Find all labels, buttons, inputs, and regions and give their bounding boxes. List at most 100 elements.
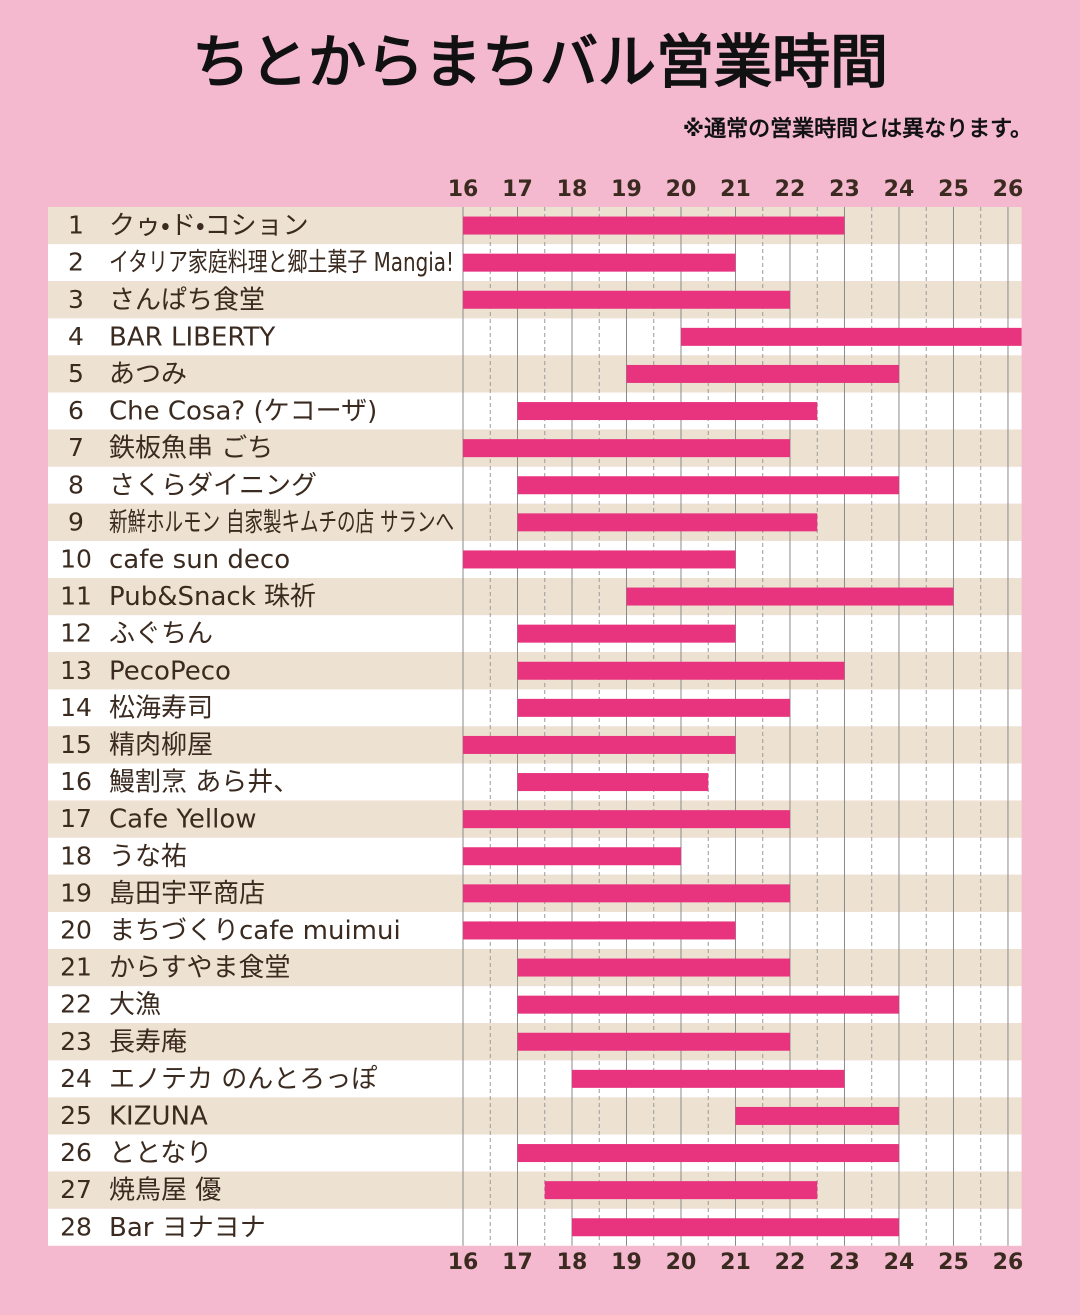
- bar: [517, 624, 736, 643]
- bar: [463, 439, 790, 458]
- row-name: さくらダイニング: [109, 471, 317, 501]
- row-name: 島田宇平商店: [109, 879, 265, 909]
- bar: [463, 810, 790, 829]
- row-name: 鰻割烹 あら井、: [109, 768, 299, 798]
- row-name: 焼鳥屋 優: [109, 1176, 221, 1206]
- row-name: 新鮮ホルモン 自家製キムチの店 サランへ: [109, 508, 454, 538]
- row-number: 15: [60, 730, 92, 759]
- row-name: まちづくりcafe muimui: [109, 916, 401, 946]
- bar: [544, 1181, 818, 1200]
- bar: [626, 364, 899, 383]
- bar: [517, 661, 845, 680]
- bar: [517, 513, 818, 532]
- x-tick-label: 18: [557, 177, 588, 202]
- x-tick-label: 17: [502, 1250, 533, 1275]
- x-tick-label: 19: [611, 1250, 642, 1275]
- chart-subtitle: ※通常の営業時間とは異なります。: [683, 116, 1032, 142]
- row-number: 10: [60, 544, 92, 573]
- x-tick-label: 23: [829, 177, 860, 202]
- x-tick-label: 22: [775, 177, 806, 202]
- row-name: あつみ: [109, 359, 187, 389]
- bar: [463, 847, 681, 866]
- row-number: 19: [60, 878, 92, 907]
- row-number: 28: [60, 1212, 92, 1241]
- row-number: 26: [60, 1138, 92, 1167]
- bar: [571, 1069, 845, 1088]
- row-number: 2: [68, 248, 84, 277]
- row-name: KIZUNA: [109, 1101, 208, 1131]
- row-name: 松海寿司: [109, 693, 213, 723]
- bars: [463, 216, 1022, 1237]
- bar: [517, 402, 818, 421]
- bar: [463, 216, 845, 235]
- bar: [517, 773, 709, 792]
- row-number: 7: [68, 433, 84, 462]
- bar: [517, 1144, 899, 1163]
- x-tick-label: 20: [666, 177, 697, 202]
- bar: [463, 921, 736, 940]
- x-tick-label: 18: [557, 1250, 588, 1275]
- x-tick-label: 21: [720, 1250, 751, 1275]
- row-number: 13: [60, 656, 92, 685]
- row-background: [48, 1060, 1022, 1098]
- row-name: 鉄板魚串 ごち: [109, 434, 273, 464]
- bar: [626, 587, 954, 606]
- row-number: 14: [60, 693, 92, 722]
- row-number: 1: [68, 211, 84, 240]
- chart-title: ちとからまちバル営業時間: [192, 28, 888, 96]
- x-tick-label: 16: [448, 1250, 479, 1275]
- row-name: ふぐちん: [109, 619, 213, 649]
- row-number: 25: [60, 1101, 92, 1130]
- row-name: 大漁: [109, 990, 161, 1020]
- row-name: クゥ・ド・コション: [109, 211, 309, 241]
- row-number: 22: [60, 990, 92, 1019]
- row-number: 5: [68, 359, 84, 388]
- row-number: 18: [60, 841, 92, 870]
- x-tick-label: 26: [993, 1250, 1024, 1275]
- x-tick-label: 25: [938, 177, 969, 202]
- row-number: 24: [60, 1064, 92, 1093]
- bar: [517, 476, 899, 495]
- x-tick-label: 23: [829, 1250, 860, 1275]
- row-number: 11: [60, 582, 92, 611]
- row-name: Pub&Snack 珠祈: [109, 582, 316, 612]
- row-name: Che Cosa? (ケコーザ): [109, 397, 377, 427]
- bar: [571, 1218, 899, 1237]
- row-name: からすやま食堂: [109, 953, 290, 983]
- x-tick-label: 24: [884, 177, 915, 202]
- row-number: 3: [68, 285, 84, 314]
- grid: [462, 207, 1009, 1246]
- row-name: 長寿庵: [109, 1027, 187, 1057]
- row-name: PecoPeco: [109, 656, 231, 686]
- bar: [463, 735, 736, 754]
- x-tick-label: 19: [611, 177, 642, 202]
- row-name: 精肉柳屋: [109, 730, 213, 760]
- x-tick-label: 21: [720, 177, 751, 202]
- row-name: イタリア家庭料理と郷土菓子 Mangia!: [109, 248, 454, 278]
- bar: [680, 327, 1022, 346]
- row-number: 4: [68, 322, 84, 351]
- row-name: エノテカ のんとろっぽ: [109, 1064, 377, 1094]
- bar: [517, 995, 899, 1014]
- bar: [463, 290, 790, 309]
- bar: [735, 1106, 899, 1125]
- row-number: 27: [60, 1175, 92, 1204]
- row-name: さんぱち食堂: [109, 285, 265, 315]
- row-number: 12: [60, 619, 92, 648]
- x-tick-label: 16: [448, 177, 479, 202]
- x-tick-label: 26: [993, 177, 1024, 202]
- row-name: BAR LIBERTY: [109, 322, 275, 352]
- row-number: 20: [60, 915, 92, 944]
- bar: [517, 698, 790, 717]
- bar: [517, 958, 790, 977]
- labels: 1616171718181919202021212222232324242525…: [60, 177, 1023, 1275]
- bar: [463, 253, 736, 272]
- row-number: 21: [60, 953, 92, 982]
- bar: [463, 884, 790, 903]
- row-number: 9: [68, 507, 84, 536]
- x-tick-label: 17: [502, 177, 533, 202]
- x-tick-label: 24: [884, 1250, 915, 1275]
- row-background: [48, 1171, 1022, 1209]
- row-name: ととなり: [109, 1139, 212, 1169]
